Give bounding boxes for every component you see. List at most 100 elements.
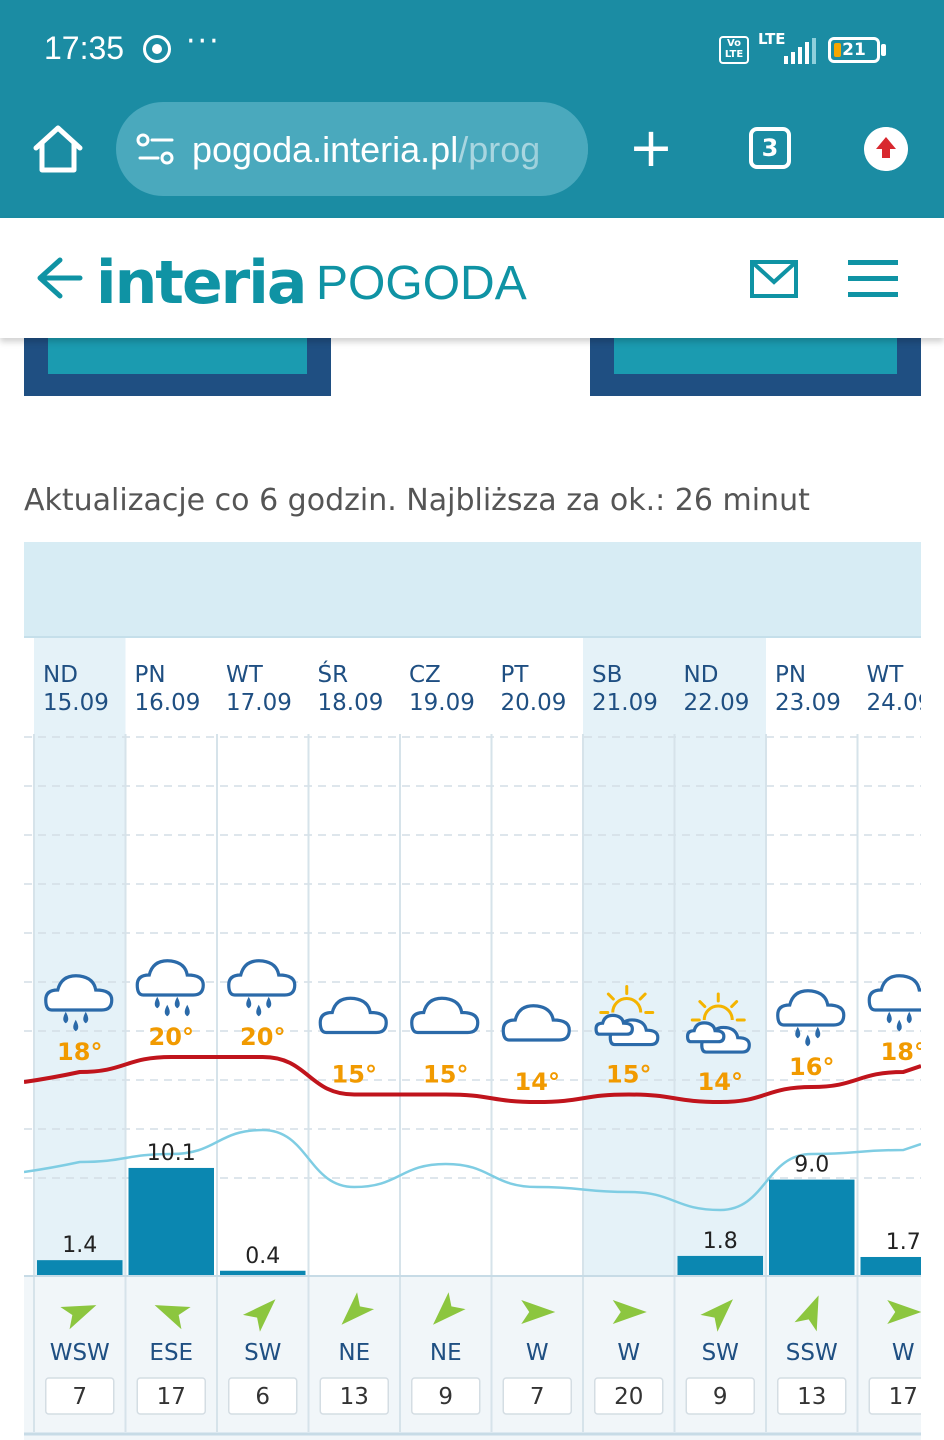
cloud-shape (685, 1021, 726, 1044)
url-fade (528, 102, 588, 196)
sun-ray (606, 992, 615, 1001)
temperature-label: 20° (149, 1023, 194, 1051)
wind-arrow-icon (887, 1300, 921, 1324)
day-name-label: PN (135, 662, 166, 688)
wind-speed-box (136, 1377, 206, 1415)
sun-ray (730, 1000, 739, 1009)
url-text[interactable]: pogoda.interia.pl/prog (192, 129, 572, 171)
wind-arrow-shape (521, 1300, 556, 1324)
wind-speed-box (777, 1377, 847, 1415)
day-name-label: WT (867, 662, 905, 688)
url-path: /prog (458, 129, 541, 170)
banner-right-inner (614, 338, 897, 374)
precip-bar (677, 1255, 763, 1275)
precip-value-label: 1.8 (703, 1229, 738, 1254)
temperature-label: 15° (332, 1061, 377, 1089)
wind-speed-label: 7 (530, 1384, 545, 1410)
precip-value-label: 1.4 (62, 1233, 97, 1258)
day-date-label: 23.09 (775, 690, 841, 716)
battery-percent: 21 (842, 40, 866, 60)
temperature-label: 14° (698, 1068, 743, 1096)
wind-arrow-shape (794, 1295, 819, 1332)
day-name-label: PT (501, 662, 530, 688)
site-settings-icon[interactable] (136, 132, 176, 166)
rain-drop (896, 1019, 902, 1032)
back-arrow-icon[interactable] (36, 256, 84, 300)
address-bar[interactable]: pogoda.interia.pl/prog (116, 102, 588, 196)
wind-speed-label: 20 (614, 1384, 643, 1410)
cloud-icon (410, 996, 480, 1035)
status-bar: 17:35 ··· Vo LTE LTE 21 (0, 0, 944, 98)
rain-drop (886, 1011, 892, 1024)
pogoda-logo-text[interactable]: POGODA (316, 257, 527, 310)
temperature-curve (24, 1055, 921, 1105)
wind-arrow-shape (341, 1292, 375, 1325)
volte-icon: Vo LTE (719, 36, 749, 64)
banner-right[interactable] (590, 338, 921, 396)
wind-direction-label: SW (244, 1340, 281, 1366)
wind-direction-label: W (892, 1340, 915, 1366)
mail-icon[interactable] (750, 260, 798, 298)
wind-arrow-shape (242, 1299, 276, 1332)
wind-arrow-icon (242, 1299, 276, 1332)
day-name-label: ND (684, 662, 719, 688)
day-date-label: 15.09 (43, 690, 109, 716)
precip-bar (769, 1179, 855, 1275)
banner-left-inner (48, 338, 307, 374)
wind-arrow-shape (700, 1299, 733, 1332)
day-name-label: ND (43, 662, 78, 688)
day-date-label: 18.09 (318, 690, 384, 716)
wind-direction-label: NE (430, 1340, 462, 1366)
sun-ray (698, 1000, 707, 1009)
precip-bar (220, 1270, 306, 1275)
wind-arrow-shape (887, 1300, 921, 1324)
wind-arrow-icon (433, 1292, 466, 1325)
tab-switcher-button[interactable]: 3 (749, 127, 791, 169)
temperature-label: 20° (240, 1023, 285, 1051)
day-date-label: 17.09 (226, 690, 292, 716)
day-date-label: 20.09 (501, 690, 567, 716)
wind-speed-label: 13 (340, 1384, 369, 1410)
rain-drop (73, 1019, 79, 1032)
new-tab-button[interactable]: + (628, 116, 674, 179)
sun-arc (702, 1004, 734, 1021)
wind-arrow-icon (60, 1305, 97, 1330)
wind-direction-label: W (526, 1340, 549, 1366)
wind-speed-box (228, 1377, 298, 1415)
status-time: 17:35 (44, 30, 125, 66)
temperature-label: 15° (423, 1061, 468, 1089)
temperature-label: 15° (606, 1061, 651, 1089)
interia-logo[interactable]: interia (96, 248, 307, 318)
temperature-label: 14° (515, 1068, 560, 1096)
wind-speed-label: 6 (255, 1384, 270, 1410)
day-date-label: 24.09 (867, 690, 922, 716)
cloud-shape (44, 974, 114, 1012)
precip-value-label: 0.4 (245, 1244, 280, 1269)
temperature-label: 18° (57, 1038, 102, 1066)
cloud-rain-icon (44, 974, 114, 1032)
rain-drop (83, 1011, 89, 1024)
banner-left[interactable] (24, 338, 331, 396)
precip-bar (860, 1256, 921, 1275)
temperature-label: 16° (789, 1053, 834, 1081)
rain-drop (174, 996, 180, 1009)
rain-drop (184, 1004, 190, 1017)
rain-drop (266, 996, 272, 1009)
battery-level (834, 43, 841, 57)
wind-speed-box (594, 1377, 664, 1415)
wind-arrow-icon (794, 1295, 819, 1332)
wind-arrow-icon (341, 1292, 375, 1325)
cloud-shape (227, 959, 297, 997)
day-name-label: ŚR (318, 660, 349, 688)
wind-speed-box (411, 1377, 481, 1415)
day-date-label: 22.09 (684, 690, 750, 716)
wind-speed-label: 13 (797, 1384, 826, 1410)
home-icon[interactable] (30, 124, 86, 176)
more-notifications-icon: ··· (186, 24, 221, 59)
wind-speed-box (319, 1377, 389, 1415)
hamburger-menu-icon[interactable] (848, 258, 898, 298)
precip-bar (37, 1260, 123, 1275)
cloud-icon (318, 996, 388, 1035)
update-icon[interactable] (864, 127, 908, 171)
rain-drop (795, 1026, 801, 1039)
